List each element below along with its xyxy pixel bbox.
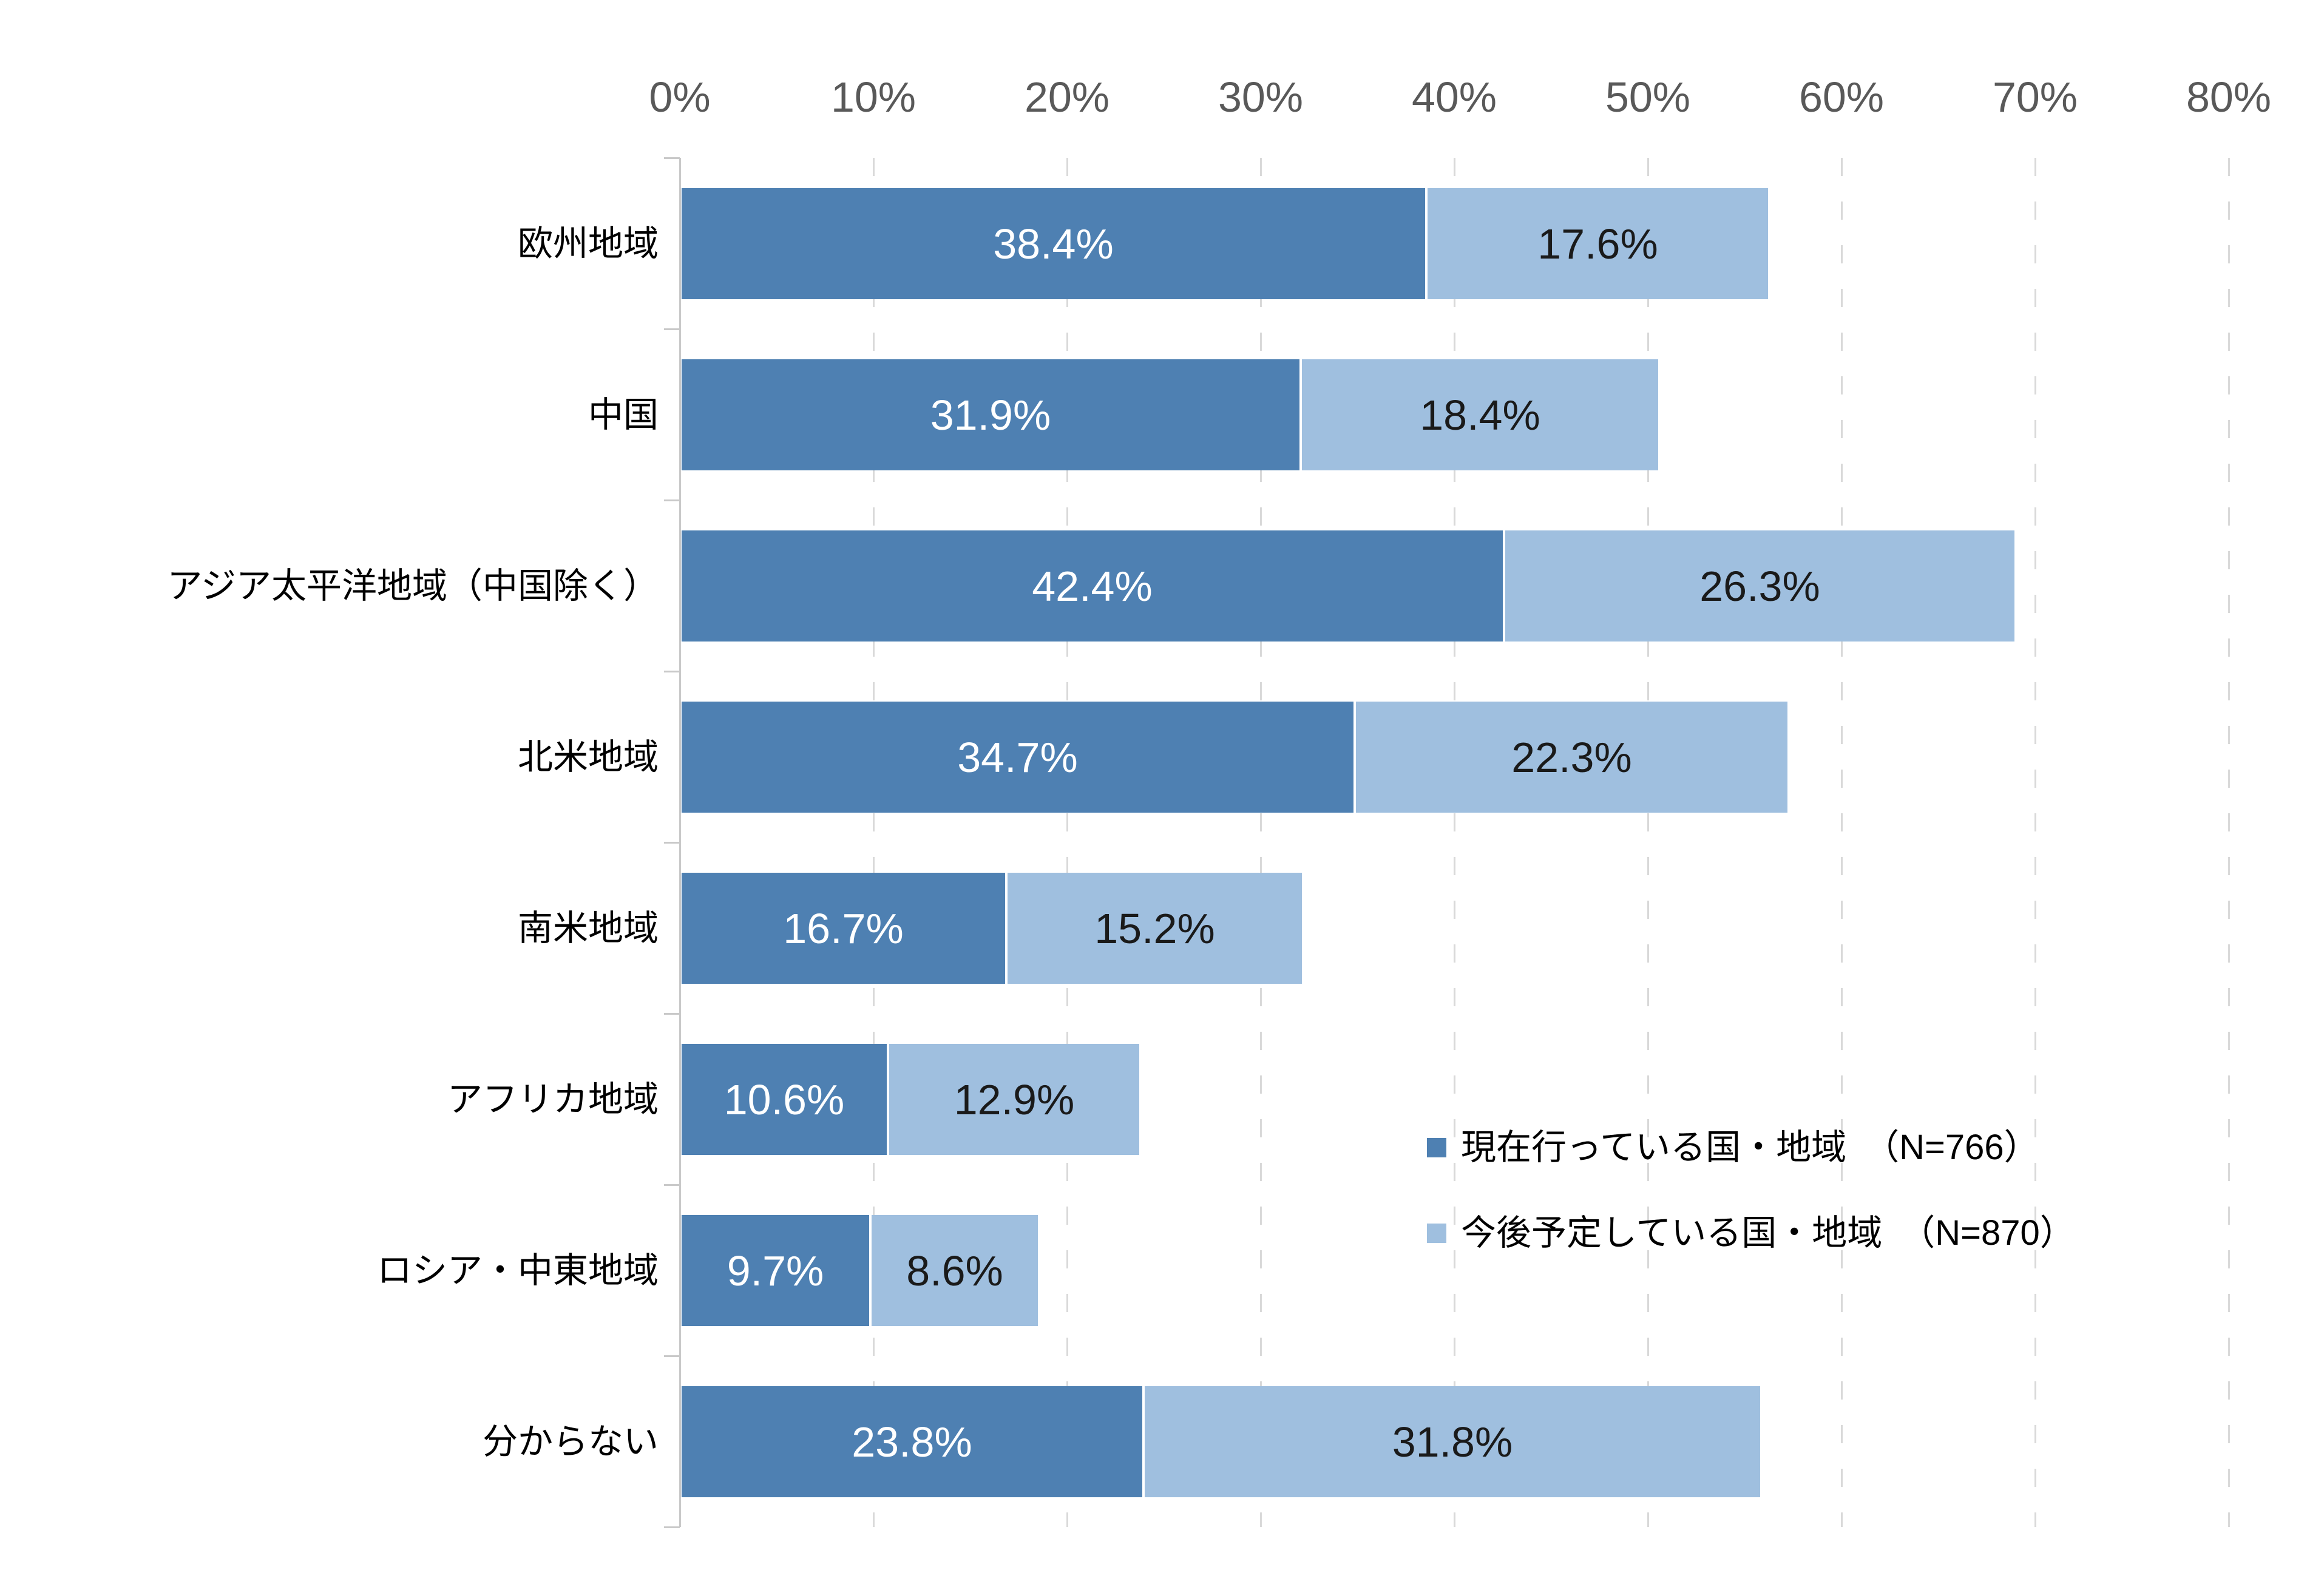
bar-value-label: 38.4%	[993, 220, 1114, 268]
legend: 現在行っている国・地域 （N=766） 今後予定している国・地域 （N=870）	[1427, 1130, 2075, 1251]
bar-segment-series-2: 17.6%	[1428, 188, 1768, 299]
bar-row: 16.7% 15.2%	[682, 873, 1302, 984]
bar-value-label: 42.4%	[1032, 562, 1153, 610]
bar-segment-series-2: 8.6%	[872, 1215, 1038, 1326]
category-label: 中国	[588, 394, 659, 435]
x-tick-label: 20%	[1024, 73, 1110, 121]
legend-marker	[1427, 1138, 1446, 1157]
legend-item: 現在行っている国・地域 （N=766）	[1427, 1130, 2075, 1165]
bar-row: 42.4% 26.3%	[682, 530, 2014, 642]
legend-label: 今後予定している国・地域 （N=870）	[1461, 1213, 2075, 1253]
gridline	[1066, 158, 1068, 1527]
bar-value-label: 22.3%	[1511, 733, 1632, 781]
x-tick-label: 80%	[2186, 73, 2272, 121]
gridline	[1454, 158, 1455, 1527]
gridline	[873, 158, 875, 1527]
bar-value-label: 34.7%	[957, 733, 1078, 781]
x-tick-label: 60%	[1798, 73, 1885, 121]
category-axis-tick	[664, 1184, 680, 1186]
bar-value-label: 16.7%	[783, 904, 904, 952]
bar-segment-series-2: 31.8%	[1145, 1386, 1760, 1497]
bar-value-label: 10.6%	[723, 1075, 845, 1123]
bar-value-label: 18.4%	[1420, 391, 1540, 439]
legend-item: 今後予定している国・地域 （N=870）	[1427, 1216, 2075, 1251]
bar-segment-series-1: 31.9%	[682, 359, 1299, 470]
bar-value-label: 17.6%	[1537, 220, 1658, 268]
bar-segment-series-2: 22.3%	[1356, 702, 1787, 813]
bar-value-label: 26.3%	[1699, 562, 1820, 610]
category-label: アフリカ地域	[447, 1079, 659, 1119]
category-axis-tick	[664, 1355, 680, 1357]
category-axis-tick	[664, 671, 680, 672]
bar-segment-series-2: 18.4%	[1302, 359, 1658, 470]
bar-row: 34.7% 22.3%	[682, 702, 1787, 813]
x-axis: 0% 10% 20% 30% 40% 50% 60% 70% 80%	[649, 73, 2271, 124]
bar-segment-series-1: 34.7%	[682, 702, 1353, 813]
bar-segment-series-1: 23.8%	[682, 1386, 1142, 1497]
bar-value-label: 9.7%	[727, 1247, 824, 1295]
bar-value-label: 23.8%	[852, 1418, 972, 1466]
x-tick-label: 70%	[1992, 73, 2078, 121]
bar-value-label: 31.8%	[1392, 1418, 1513, 1466]
category-label: アジア太平洋地域（中国除く）	[167, 566, 659, 606]
bar-segment-series-2: 15.2%	[1008, 873, 1302, 984]
category-label: 欧州地域	[517, 223, 659, 263]
legend-marker	[1427, 1224, 1446, 1243]
bar-segment-series-2: 26.3%	[1505, 530, 2014, 642]
category-axis-tick	[664, 1013, 680, 1015]
category-label: ロシア・中東地域	[376, 1250, 659, 1290]
bar-row: 10.6% 12.9%	[682, 1044, 1139, 1155]
bar-row: 31.9% 18.4%	[682, 359, 1658, 470]
bar-segment-series-1: 10.6%	[682, 1044, 887, 1155]
bar-segment-series-1: 38.4%	[682, 188, 1425, 299]
bar-segment-series-1: 9.7%	[682, 1215, 869, 1326]
category-axis-tick	[664, 842, 680, 844]
bar-value-label: 8.6%	[906, 1247, 1003, 1295]
category-axis-tick	[664, 499, 680, 501]
category-label: 分からない	[482, 1421, 659, 1461]
category-axis-tick	[664, 328, 680, 330]
bar-value-label: 15.2%	[1094, 904, 1215, 952]
category-axis-tick	[664, 1526, 680, 1528]
bar-segment-series-1: 42.4%	[682, 530, 1503, 642]
plot-area: 38.4% 17.6% 31.9% 18.4% 42.4% 26.3% 34.7% 22.3%…	[664, 157, 2258, 1528]
gridline	[1647, 158, 1649, 1527]
value-axis-line	[679, 158, 681, 1527]
bar-row: 9.7% 8.6%	[682, 1215, 1038, 1326]
bar-row: 23.8% 31.8%	[682, 1386, 1760, 1497]
x-tick-label: 40%	[1411, 73, 1497, 121]
bar-row: 38.4% 17.6%	[682, 188, 1768, 299]
gridline	[1260, 158, 1262, 1527]
category-axis: 欧州地域中国アジア太平洋地域（中国除く） 北米地域南米地域アフリカ地域ロシア・中東…	[0, 158, 659, 1527]
category-label: 南米地域	[517, 908, 659, 948]
category-axis-tick	[664, 157, 680, 159]
bar-value-label: 12.9%	[954, 1075, 1075, 1123]
legend-label: 現在行っている国・地域 （N=766）	[1461, 1128, 2039, 1167]
x-tick-label: 50%	[1605, 73, 1691, 121]
category-label: 北米地域	[517, 737, 659, 777]
x-tick-label: 10%	[830, 73, 916, 121]
bar-segment-series-1: 16.7%	[682, 873, 1005, 984]
gridline	[2034, 158, 2036, 1527]
x-tick-label: 30%	[1218, 73, 1304, 121]
bar-segment-series-2: 12.9%	[889, 1044, 1139, 1155]
gridline	[2228, 158, 2230, 1527]
x-tick-label: 0%	[649, 73, 711, 121]
bar-value-label: 31.9%	[930, 391, 1051, 439]
gridline	[1841, 158, 1843, 1527]
